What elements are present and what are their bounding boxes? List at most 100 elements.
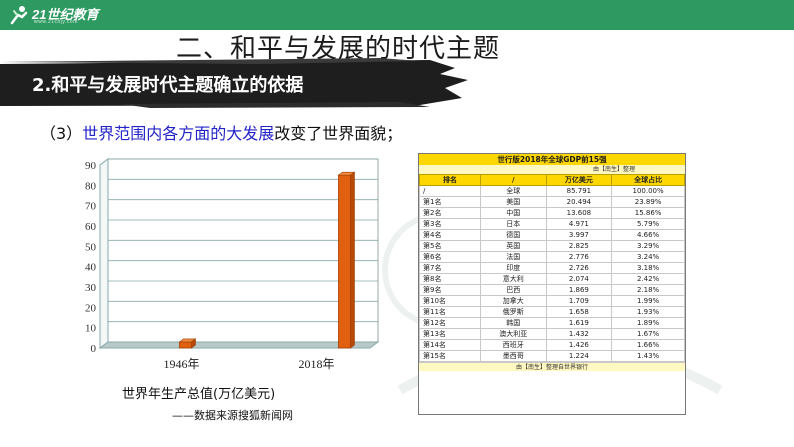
- table-cell: 澳大利亚: [479, 328, 547, 340]
- table-cell: 英国: [479, 240, 547, 252]
- table-cell: 2.18%: [611, 284, 685, 296]
- table-row: 第7名 印度 2.726 3.18%: [419, 262, 685, 274]
- table-cell: 意大利: [479, 273, 547, 285]
- table-cell: 第5名: [419, 240, 481, 252]
- table-cell: 100.00%: [611, 185, 685, 197]
- y-tick-label: 60: [85, 221, 97, 233]
- table-cell: 2.42%: [611, 273, 685, 285]
- table-cell: 1.67%: [611, 328, 685, 340]
- table-cell: 墨西哥: [479, 350, 547, 362]
- y-tick-label: 0: [91, 343, 97, 355]
- y-tick-label: 20: [85, 302, 97, 314]
- table-cell: 第3名: [419, 218, 481, 230]
- gdp-table-panel: 世行版2018年全球GDP前15强 由【南生】整理 排名 / 万亿美元 全球占比…: [418, 153, 686, 415]
- table-cell: 4.971: [545, 218, 613, 230]
- table-row: 第3名 日本 4.971 5.79%: [419, 218, 685, 230]
- table-cell: 第9名: [419, 284, 481, 296]
- table-cell: 1.658: [545, 306, 613, 318]
- point-prefix: （3）: [40, 124, 83, 143]
- table-cell: 西班牙: [479, 339, 547, 351]
- table-cell: 13.608: [545, 207, 613, 219]
- table-cell: 3.29%: [611, 240, 685, 252]
- runner-logo-icon: [10, 6, 28, 25]
- table-cell: 第8名: [419, 273, 481, 285]
- table-row: 第4名 德国 3.997 4.66%: [419, 229, 685, 241]
- table-cell: 1.89%: [611, 317, 685, 329]
- table-cell: 1.93%: [611, 306, 685, 318]
- table-cell: 20.494: [545, 196, 613, 208]
- header-bar: 21世纪教育 www.21cnjy.com: [0, 0, 794, 30]
- table-cell: 2.074: [545, 273, 613, 285]
- table-cell: 日本: [479, 218, 547, 230]
- table-header-row: 排名 / 万亿美元 全球占比: [419, 174, 685, 186]
- brand-logo[interactable]: 21世纪教育 www.21cnjy.com: [6, 3, 136, 27]
- point-text: （3）世界范围内各方面的大发展改变了世界面貌；: [40, 120, 402, 144]
- table-row: 第13名 澳大利亚 1.432 1.67%: [419, 328, 685, 340]
- table-cell: 第2名: [419, 207, 481, 219]
- y-tick-label: 30: [85, 282, 97, 294]
- brand-name: 21世纪教育: [32, 7, 99, 22]
- bar: [179, 341, 192, 349]
- point-highlight: 世界范围内各方面的大发展: [82, 124, 275, 143]
- table-row: 第10名 加拿大 1.709 1.99%: [419, 295, 685, 307]
- table-row: 第8名 意大利 2.074 2.42%: [419, 273, 685, 285]
- gdp-table-title: 世行版2018年全球GDP前15强: [419, 154, 685, 165]
- table-cell: 全球: [479, 185, 547, 197]
- table-row: / 全球 85.791 100.00%: [419, 185, 685, 197]
- y-tick-label: 40: [85, 262, 97, 274]
- y-tick-label: 50: [85, 241, 97, 253]
- table-cell: 巴西: [479, 284, 547, 296]
- table-cell: 第15名: [419, 350, 481, 362]
- brush-banner: [0, 58, 468, 108]
- table-cell: 第13名: [419, 328, 481, 340]
- table-cell: 第7名: [419, 262, 481, 274]
- table-cell: 美国: [479, 196, 547, 208]
- bar-side: [350, 171, 355, 349]
- table-cell: 1.66%: [611, 339, 685, 351]
- plot-back-wall: [107, 158, 379, 343]
- table-cell: 1.43%: [611, 350, 685, 362]
- table-cell: 2.726: [545, 262, 613, 274]
- plot-floor: [98, 341, 380, 349]
- x-tick-label: 2018年: [298, 357, 334, 371]
- point-rest: 改变了世界面貌；: [274, 124, 403, 143]
- y-tick-label: 80: [85, 180, 97, 192]
- table-cell: 中国: [479, 207, 547, 219]
- table-cell: 第4名: [419, 229, 481, 241]
- plot-side-wall: [99, 158, 109, 349]
- table-cell: 4.66%: [611, 229, 685, 241]
- table-row: 第15名 墨西哥 1.224 1.43%: [419, 350, 685, 362]
- table-cell: 15.86%: [611, 207, 685, 219]
- table-cell: 第14名: [419, 339, 481, 351]
- table-cell: 1.99%: [611, 295, 685, 307]
- table-row: 第1名 美国 20.494 23.89%: [419, 196, 685, 208]
- x-tick-label: 1946年: [163, 357, 199, 371]
- table-cell: 1.426: [545, 339, 613, 351]
- table-cell: /: [419, 185, 481, 197]
- table-cell: 3.24%: [611, 251, 685, 263]
- table-cell: 23.89%: [611, 196, 685, 208]
- brand-domain: www.21cnjy.com: [34, 19, 78, 25]
- chart-caption: 世界年生产总值(万亿美元): [122, 387, 276, 402]
- table-cell: 5.79%: [611, 218, 685, 230]
- table-cell: 第1名: [419, 196, 481, 208]
- table-cell: 韩国: [479, 317, 547, 329]
- column-header: 万亿美元: [545, 174, 613, 186]
- table-cell: 2.776: [545, 251, 613, 263]
- table-cell: 德国: [479, 229, 547, 241]
- table-row: 第5名 英国 2.825 3.29%: [419, 240, 685, 252]
- table-cell: 1.224: [545, 350, 613, 362]
- column-header: 排名: [419, 174, 481, 186]
- column-header: /: [479, 174, 547, 186]
- table-cell: 第11名: [419, 306, 481, 318]
- gdp-table: 排名 / 万亿美元 全球占比 / 全球 85.791 100.00% 第1名 美国 20.4…: [419, 174, 685, 362]
- bar-side: [191, 338, 196, 349]
- table-cell: 俄罗斯: [479, 306, 547, 318]
- y-tick-label: 90: [85, 160, 97, 172]
- table-row: 第11名 俄罗斯 1.658 1.93%: [419, 306, 685, 318]
- table-cell: 3.997: [545, 229, 613, 241]
- table-cell: 第6名: [419, 251, 481, 263]
- table-row: 第14名 西班牙 1.426 1.66%: [419, 339, 685, 351]
- table-row: 第12名 韩国 1.619 1.89%: [419, 317, 685, 329]
- gdp-table-footer: 由【南生】整理自世界银行: [419, 362, 685, 371]
